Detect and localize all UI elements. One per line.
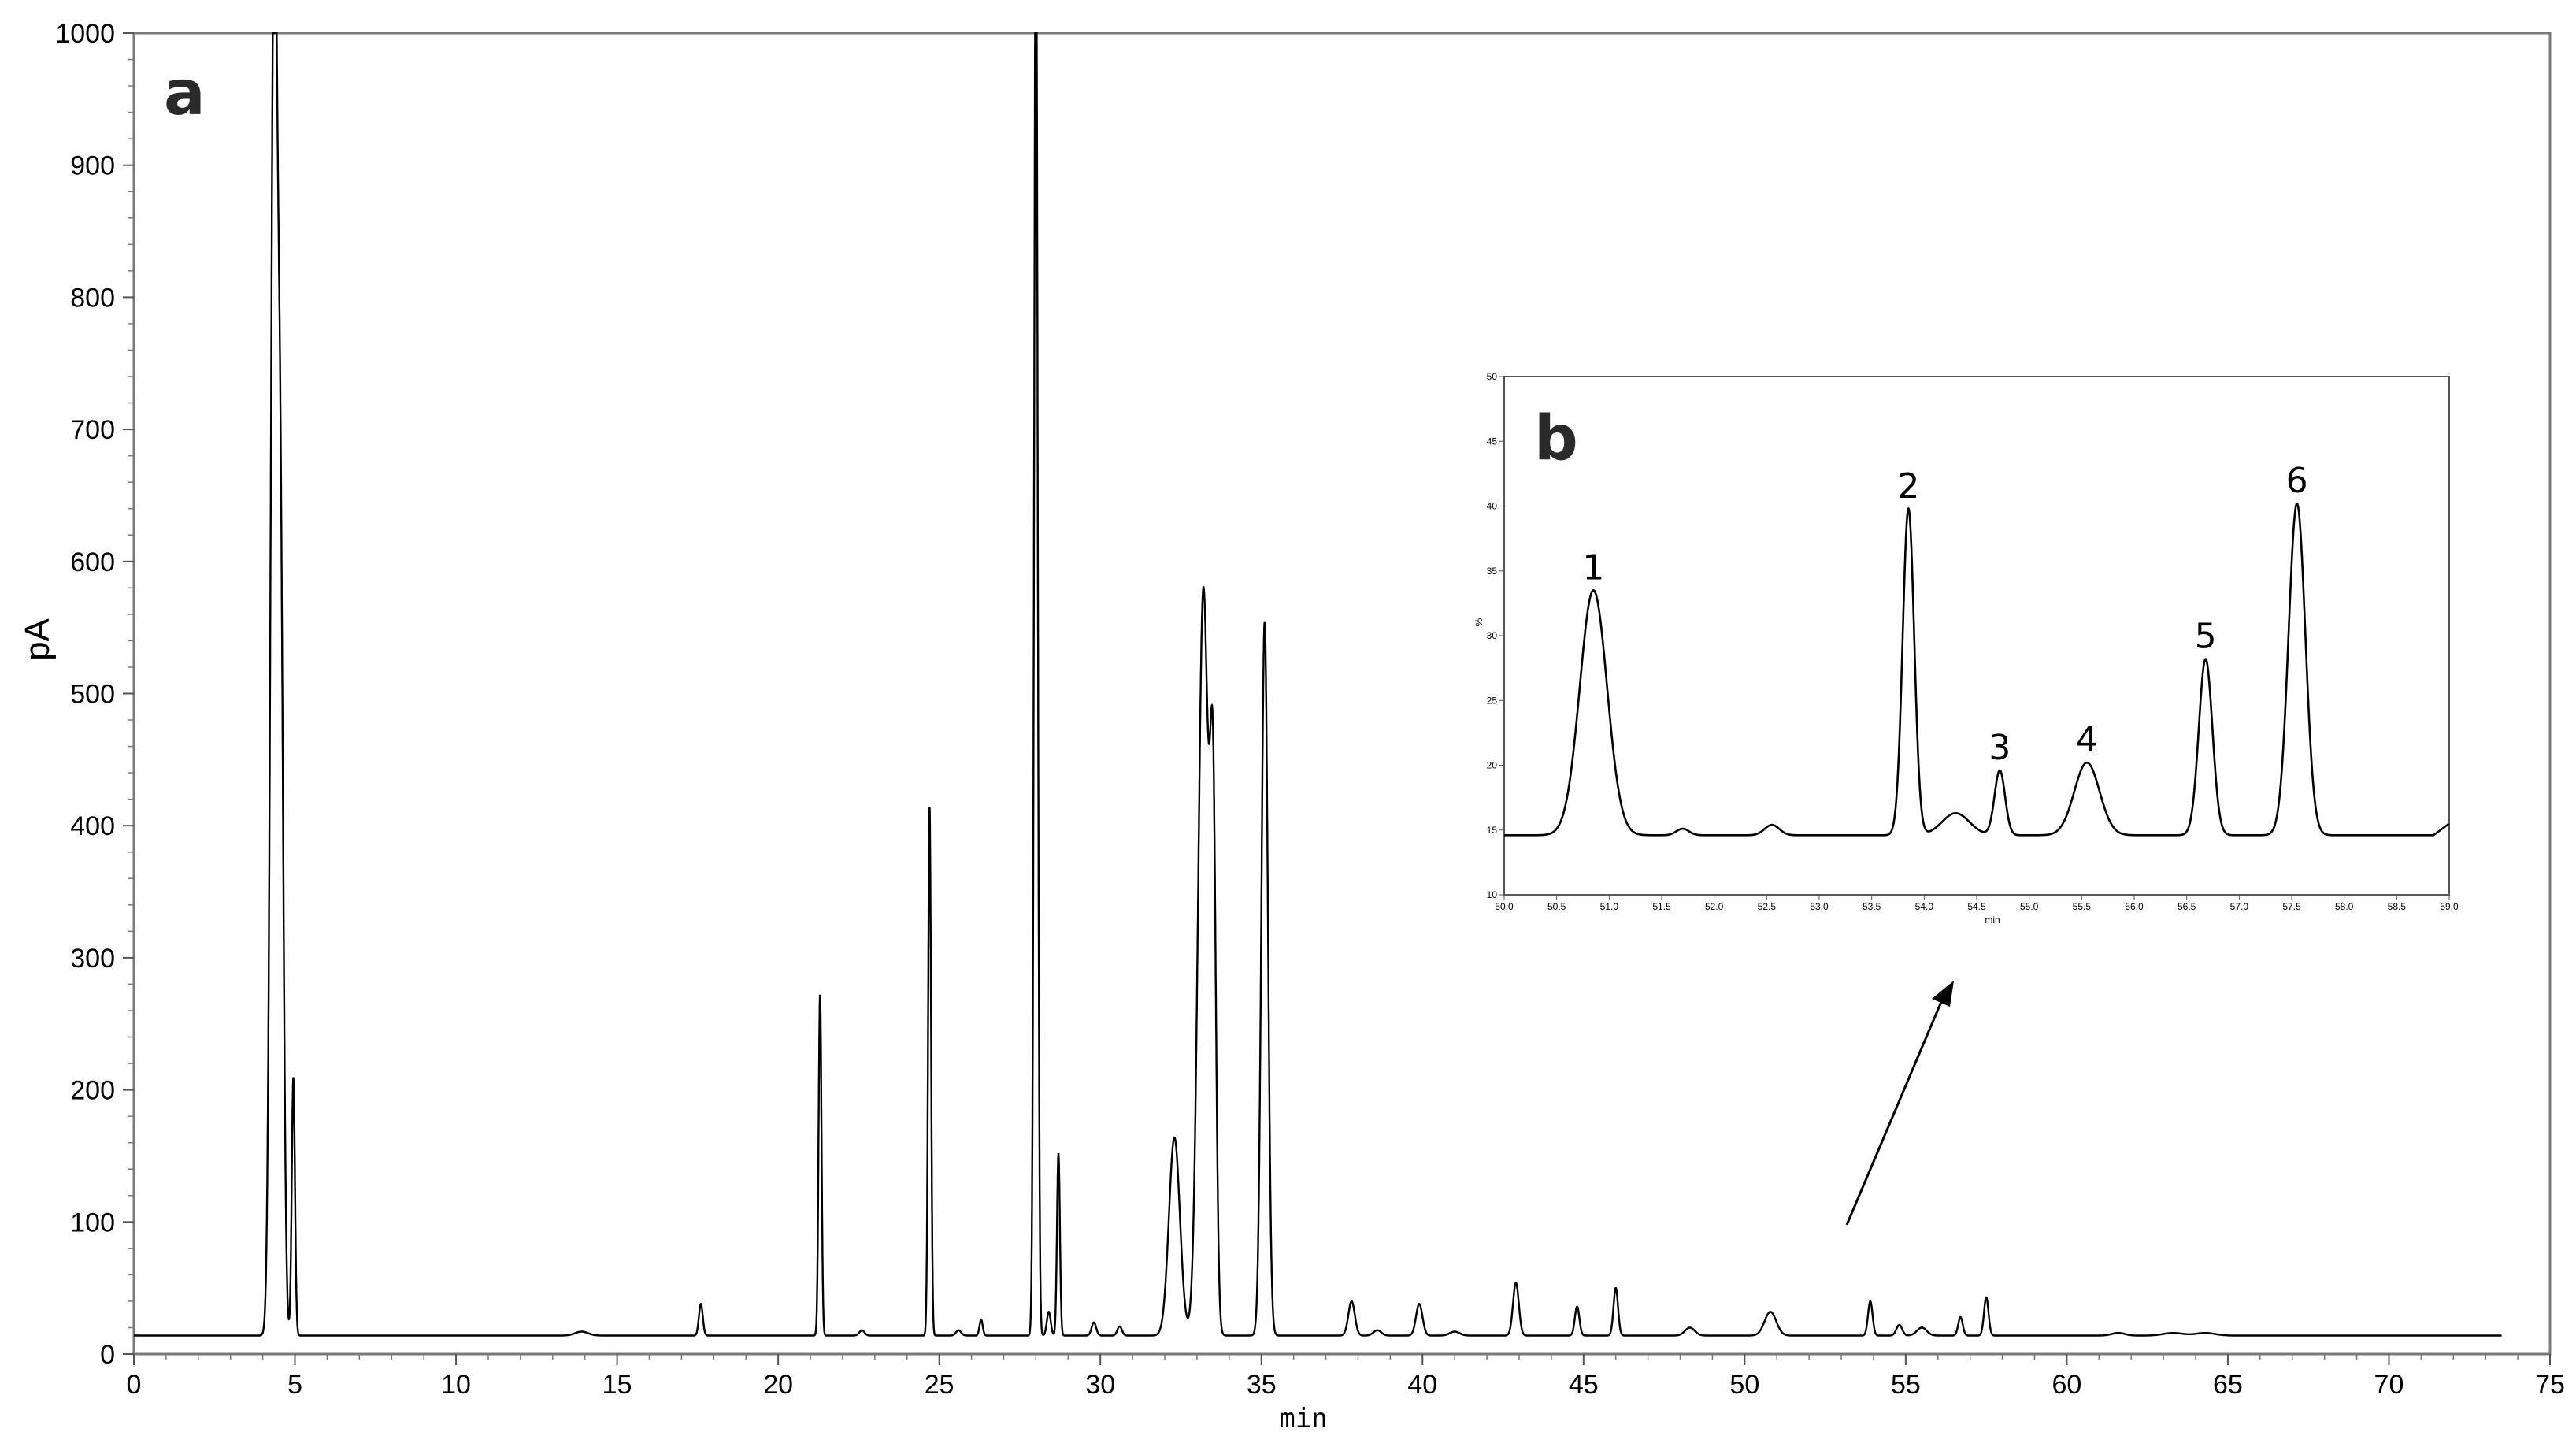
x-tick-label: 45 xyxy=(1569,1370,1599,1400)
inset-y-tick-label: 40 xyxy=(1487,501,1498,512)
x-tick-label: 65 xyxy=(2213,1370,2243,1400)
inset-x-tick-label: 57.0 xyxy=(2230,901,2249,912)
x-tick-label: 15 xyxy=(602,1370,632,1400)
inset-x-tick-label: 55.0 xyxy=(2020,901,2039,912)
inset-pointer-arrow xyxy=(1845,992,1947,1226)
peak-label-6: 6 xyxy=(2286,461,2308,501)
x-tick-label: 30 xyxy=(1085,1370,1115,1400)
inset-x-axis-title: min xyxy=(1985,915,2000,926)
inset-y-axis-title: % xyxy=(1473,618,1484,626)
x-tick-label: 70 xyxy=(2374,1370,2404,1400)
y-tick-label: 700 xyxy=(70,415,115,445)
y-tick-label: 0 xyxy=(100,1340,115,1370)
y-tick-label: 900 xyxy=(70,151,115,181)
x-tick-label: 20 xyxy=(763,1370,793,1400)
inset-x-tick-label: 54.5 xyxy=(1967,901,1986,912)
main-chromatogram-trace xyxy=(134,32,2502,1337)
inset-x-tick-label: 52.0 xyxy=(1705,901,1724,912)
inset-x-tick-label: 50.0 xyxy=(1495,901,1514,912)
peak-label-2: 2 xyxy=(1897,466,1919,506)
y-tick-label: 800 xyxy=(70,283,115,313)
inset-x-tick-label: 58.0 xyxy=(2335,901,2354,912)
main-y-axis-title: pA xyxy=(18,618,57,660)
inset-y-tick-label: 25 xyxy=(1487,695,1498,706)
peak-label-1: 1 xyxy=(1582,547,1604,588)
y-tick-label: 600 xyxy=(70,547,115,577)
inset-x-tick-label: 55.5 xyxy=(2073,901,2092,912)
inset-y-tick-label: 20 xyxy=(1487,760,1498,771)
x-tick-label: 40 xyxy=(1407,1370,1437,1400)
inset-y-tick-label: 15 xyxy=(1487,825,1498,836)
y-tick-label: 200 xyxy=(70,1076,115,1106)
inset-x-tick-label: 51.5 xyxy=(1652,901,1671,912)
inset-y-tick-label: 50 xyxy=(1487,371,1498,382)
x-tick-label: 60 xyxy=(2052,1370,2081,1400)
inset-x-tick-label: 53.5 xyxy=(1863,901,1881,912)
inset-chromatogram-trace xyxy=(1504,502,2450,837)
inset-x-tick-label: 56.5 xyxy=(2178,901,2196,912)
panel-b-letter: b xyxy=(1534,403,1578,474)
inset-x-tick-label: 51.0 xyxy=(1600,901,1619,912)
inset-y-tick-label: 35 xyxy=(1487,566,1498,577)
inset-x-tick-label: 53.0 xyxy=(1810,901,1829,912)
inset-y-tick-label: 10 xyxy=(1487,889,1498,900)
x-tick-label: 0 xyxy=(127,1370,142,1400)
y-tick-label: 500 xyxy=(70,680,115,710)
inset-x-tick-label: 52.5 xyxy=(1758,901,1777,912)
peak-label-3: 3 xyxy=(1989,728,2011,768)
x-tick-label: 35 xyxy=(1247,1370,1277,1400)
x-tick-label: 55 xyxy=(1891,1370,1921,1400)
inset-x-tick-label: 54.0 xyxy=(1915,901,1934,912)
inset-pointer-arrowhead xyxy=(1932,981,1954,1007)
x-tick-label: 5 xyxy=(287,1370,302,1400)
inset-y-tick-label: 30 xyxy=(1487,630,1498,641)
y-tick-label: 300 xyxy=(70,944,115,974)
main-x-axis-title: min xyxy=(1279,1403,1327,1434)
inset-peak-labels: 1 2 3 4 5 6 xyxy=(1582,461,2307,768)
inset-background xyxy=(1500,375,2450,895)
y-tick-label: 400 xyxy=(70,811,115,841)
y-tick-label: 100 xyxy=(70,1208,115,1237)
inset-x-tick-label: 57.5 xyxy=(2282,901,2301,912)
x-tick-label: 25 xyxy=(925,1370,954,1400)
x-tick-label: 10 xyxy=(441,1370,471,1400)
peak-label-4: 4 xyxy=(2076,720,2098,760)
inset-x-tick-label: 50.5 xyxy=(1547,901,1566,912)
inset-x-tick-label: 59.0 xyxy=(2440,901,2459,912)
inset-x-tick-label: 58.5 xyxy=(2388,901,2407,912)
main-axis-ticks: 0 5 10 15 20 25 30 35 40 45 50 55 60 65 70 750100200300… xyxy=(55,19,2565,1400)
x-tick-label: 75 xyxy=(2535,1370,2565,1400)
y-tick-label: 1000 xyxy=(55,19,115,49)
inset-x-tick-label: 56.0 xyxy=(2125,901,2144,912)
peak-label-5: 5 xyxy=(2195,617,2217,657)
inset-y-tick-label: 45 xyxy=(1487,436,1498,447)
inset-axis-ticks: 50.0 50.5 51.0 51.5 52.0 52.5 53.0 53.5 54.0 54.5… xyxy=(1487,371,2459,912)
x-tick-label: 50 xyxy=(1729,1370,1759,1400)
panel-a-letter: a xyxy=(164,58,206,129)
